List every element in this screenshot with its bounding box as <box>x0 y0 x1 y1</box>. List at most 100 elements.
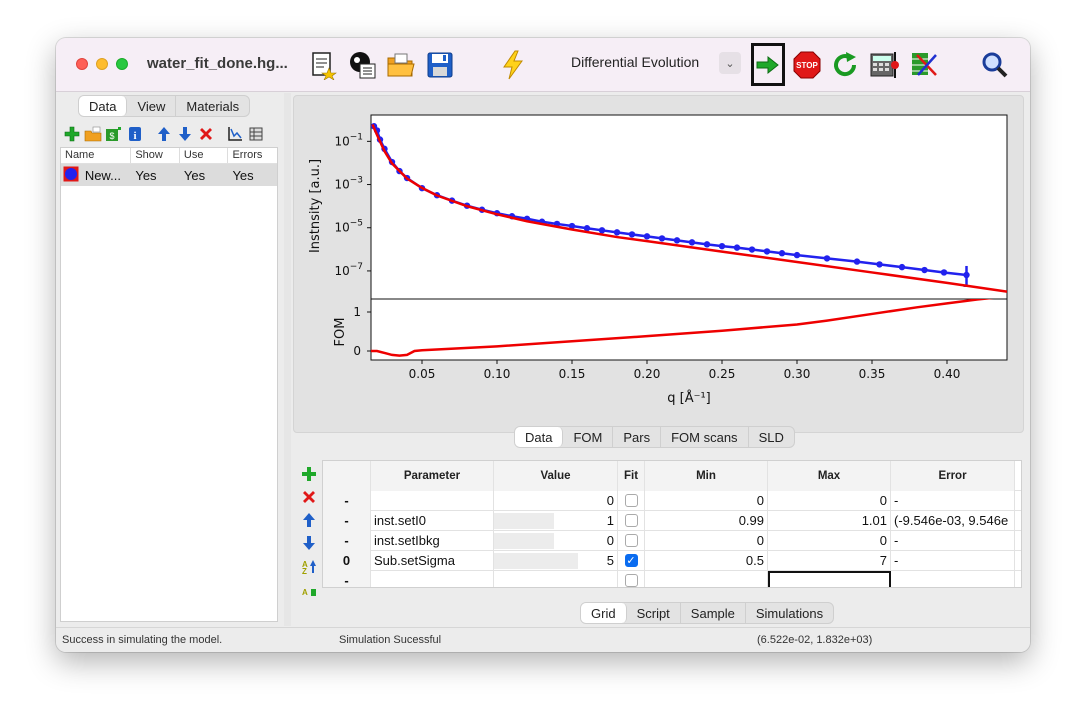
row-header[interactable]: - <box>323 511 371 531</box>
checkmark-icon[interactable]: ✓ <box>624 554 638 567</box>
tab-plot-pars[interactable]: Pars <box>613 427 662 447</box>
cell-min[interactable]: 0.99 <box>645 511 768 531</box>
cell-value[interactable]: 0 <box>494 531 618 551</box>
tab-script[interactable]: Script <box>627 603 681 623</box>
dataset-row[interactable]: New... Yes Yes Yes <box>61 164 277 186</box>
checkbox-empty[interactable] <box>624 514 638 527</box>
add-data-icon[interactable] <box>62 125 81 144</box>
new-model-icon[interactable] <box>306 48 340 82</box>
table-row[interactable]: - inst.setI0 1 0.99 1.01 (-9.546e-03, 9.546e <box>323 511 1021 531</box>
table-row[interactable]: - inst.setIbkg 0 0 0- <box>323 531 1021 551</box>
import-data-icon[interactable] <box>83 125 102 144</box>
tab-plot-fom[interactable]: FOM <box>563 427 614 447</box>
minimize-window-button[interactable] <box>96 58 108 70</box>
scan-parameter-icon[interactable] <box>907 48 941 82</box>
value-slider[interactable] <box>494 513 554 529</box>
cell-error[interactable]: - <box>891 551 1015 571</box>
zoom-icon[interactable] <box>978 48 1012 82</box>
active-cell-editor[interactable] <box>768 571 891 587</box>
calc-data-icon[interactable]: $ <box>104 125 123 144</box>
tab-grid[interactable]: Grid <box>581 603 627 623</box>
open-folder-icon[interactable] <box>384 48 418 82</box>
cell-max[interactable]: 0 <box>768 491 891 511</box>
cell-error[interactable]: - <box>891 491 1015 511</box>
table-icon[interactable] <box>246 125 265 144</box>
cell-parameter[interactable]: inst.setI0 <box>371 511 494 531</box>
calculate-errors-icon[interactable] <box>868 48 902 82</box>
checkbox-empty[interactable] <box>624 494 638 507</box>
col-min[interactable]: Min <box>645 461 768 491</box>
col-fit[interactable]: Fit <box>618 461 645 491</box>
chevron-down-icon[interactable]: ⌄ <box>719 52 741 74</box>
cell-parameter[interactable]: Sub.setSigma <box>371 551 494 571</box>
col-name[interactable]: Name <box>61 148 132 163</box>
dataset-color-swatch[interactable] <box>61 166 81 185</box>
close-window-button[interactable] <box>76 58 88 70</box>
cell-parameter[interactable] <box>371 491 494 511</box>
tab-view[interactable]: View <box>127 96 177 116</box>
col-parameter[interactable]: Parameter <box>371 461 494 491</box>
fit-checkbox[interactable] <box>618 571 645 587</box>
tab-sample[interactable]: Sample <box>681 603 746 623</box>
fit-checkbox[interactable]: ✓ <box>618 551 645 571</box>
sort-parameters-alt-icon[interactable]: A <box>299 577 319 600</box>
cell-min[interactable] <box>645 571 768 587</box>
row-header[interactable]: - <box>323 571 371 587</box>
cell-max[interactable]: 7 <box>768 551 891 571</box>
cell-max[interactable]: 0 <box>768 531 891 551</box>
cell-parameter[interactable]: inst.setIbkg <box>371 531 494 551</box>
cell-error[interactable]: (-9.546e-03, 9.546e <box>891 511 1015 531</box>
cell-max[interactable]: 1.01 <box>768 511 891 531</box>
cell-min[interactable]: 0 <box>645 491 768 511</box>
info-icon[interactable]: i <box>125 125 144 144</box>
row-header[interactable]: - <box>323 531 371 551</box>
col-use[interactable]: Use <box>180 148 229 163</box>
col-error[interactable]: Error <box>891 461 1015 491</box>
delete-data-icon[interactable] <box>196 125 215 144</box>
tab-data[interactable]: Data <box>79 96 128 116</box>
value-slider[interactable] <box>494 553 578 569</box>
cell-error[interactable] <box>891 571 1015 587</box>
add-parameter-icon[interactable] <box>299 462 319 485</box>
col-show[interactable]: Show <box>131 148 180 163</box>
move-up-icon[interactable] <box>154 125 173 144</box>
move-parameter-up-icon[interactable] <box>299 508 319 531</box>
fit-checkbox[interactable] <box>618 511 645 531</box>
fit-checkbox[interactable] <box>618 491 645 511</box>
move-parameter-down-icon[interactable] <box>299 531 319 554</box>
stop-fit-icon[interactable]: STOP <box>790 48 824 82</box>
restart-fit-icon[interactable] <box>829 48 863 82</box>
cell-min[interactable]: 0 <box>645 531 768 551</box>
open-model-icon[interactable] <box>345 48 379 82</box>
row-header[interactable]: 0 <box>323 551 371 571</box>
cell-value[interactable]: 1 <box>494 511 618 531</box>
simulate-icon[interactable] <box>496 48 530 82</box>
reflectivity-plot[interactable]: 10−110−310−510−7 01 0.05 0.10 0.15 0.20 0.25… <box>294 96 1025 434</box>
tab-plot-sld[interactable]: SLD <box>758 430 784 445</box>
plot-settings-icon[interactable] <box>225 125 244 144</box>
cell-value[interactable]: 5 <box>494 551 618 571</box>
value-slider[interactable] <box>494 533 554 549</box>
save-icon[interactable] <box>423 48 457 82</box>
panel-splitter[interactable] <box>284 93 291 626</box>
col-errors[interactable]: Errors <box>232 149 263 161</box>
table-row[interactable]: 0 Sub.setSigma 5 ✓ 0.5 7- <box>323 551 1021 571</box>
tab-simulations[interactable]: Simulations <box>755 606 824 621</box>
cell-min[interactable]: 0.5 <box>645 551 768 571</box>
start-fit-icon[interactable] <box>751 48 785 82</box>
table-row[interactable]: - <box>323 571 1021 587</box>
tab-plot-data[interactable]: Data <box>515 427 564 447</box>
cell-value[interactable] <box>494 571 618 587</box>
checkbox-empty[interactable] <box>624 574 638 587</box>
fit-checkbox[interactable] <box>618 531 645 551</box>
tab-plot-fom-scans[interactable]: FOM scans <box>661 427 749 447</box>
row-header[interactable]: - <box>323 491 371 511</box>
col-max[interactable]: Max <box>768 461 891 491</box>
move-down-icon[interactable] <box>175 125 194 144</box>
cell-error[interactable]: - <box>891 531 1015 551</box>
zoom-window-button[interactable] <box>116 58 128 70</box>
cell-parameter[interactable] <box>371 571 494 587</box>
tab-materials[interactable]: Materials <box>186 99 240 114</box>
